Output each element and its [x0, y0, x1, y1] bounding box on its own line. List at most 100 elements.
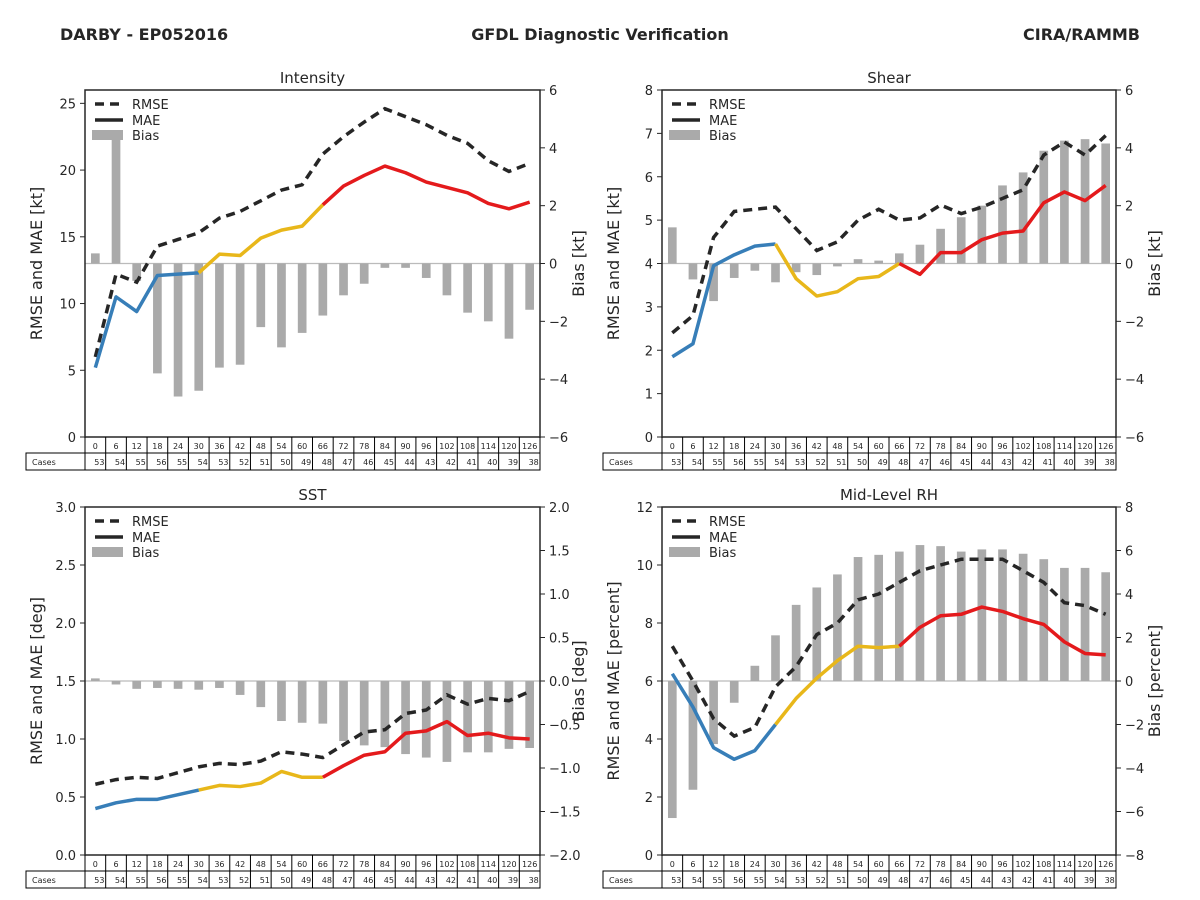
cases-count-cell: 50 — [280, 458, 290, 467]
bias-bar — [1101, 572, 1111, 681]
bias-bar — [153, 263, 162, 374]
y-tick-label: 2 — [645, 791, 653, 806]
forecast-hour-cell: 42 — [812, 442, 822, 451]
forecast-hour-cell: 6 — [113, 442, 118, 451]
y-tick-label: 20 — [59, 164, 76, 179]
forecast-hour-cell: 90 — [400, 442, 410, 451]
forecast-hour-cell: 78 — [359, 860, 369, 869]
cases-count-cell: 41 — [1043, 458, 1053, 467]
y2-tick-label: −2 — [1125, 719, 1144, 734]
forecast-hour-cell: 18 — [729, 442, 739, 451]
forecast-hour-cell: 54 — [853, 442, 863, 451]
forecast-hour-cell: 120 — [1077, 442, 1092, 451]
forecast-hour-cell: 0 — [93, 442, 98, 451]
forecast-hour-cell: 54 — [853, 860, 863, 869]
mae-line-late — [898, 605, 1106, 657]
forecast-hour-cell: 24 — [173, 860, 183, 869]
forecast-hour-cell: 66 — [894, 442, 904, 451]
forecast-hour-cell: 12 — [132, 860, 142, 869]
forecast-hour-cell: 84 — [380, 860, 390, 869]
forecast-hour-cell: 90 — [977, 860, 987, 869]
forecast-hour-cell: 114 — [481, 860, 496, 869]
bias-bar — [998, 549, 1007, 681]
forecast-hour-cell: 30 — [194, 442, 204, 451]
forecast-hour-cell: 60 — [874, 442, 884, 451]
cases-count-cell: 40 — [487, 458, 497, 467]
bias-bar — [750, 665, 760, 681]
y-tick-label: 0 — [68, 431, 76, 446]
legend-mae-label: MAE — [709, 531, 737, 546]
bias-bar — [874, 260, 884, 264]
cases-count-cell: 55 — [177, 458, 187, 467]
y-tick-label: 15 — [59, 231, 76, 246]
forecast-hour-cell: 66 — [318, 860, 328, 869]
bias-bar — [277, 681, 286, 722]
y-tick-label: 3 — [645, 301, 653, 316]
legend-bias-label: Bias — [709, 546, 736, 561]
mae-line-early — [670, 672, 777, 762]
bias-bar — [688, 263, 698, 280]
forecast-hour-cell: 96 — [997, 860, 1007, 869]
bias-bar — [173, 263, 183, 397]
forecast-hour-cell: 96 — [421, 442, 431, 451]
cases-count-cell: 56 — [156, 458, 166, 467]
y2-tick-label: −6 — [549, 431, 568, 446]
forecast-hour-cell: 78 — [935, 442, 945, 451]
y-tick-label: 5 — [645, 214, 653, 229]
mae-line-mid — [198, 769, 323, 792]
bias-bar — [421, 681, 431, 758]
forecast-hour-cell: 54 — [276, 442, 286, 451]
bias-bar — [359, 681, 369, 746]
forecast-hour-cell: 60 — [874, 860, 884, 869]
bias-bar — [256, 681, 266, 708]
cases-count-cell: 50 — [280, 876, 290, 885]
forecast-hour-cell: 114 — [481, 442, 496, 451]
y-tick-label: 10 — [636, 559, 653, 574]
y2-axis-label: Bias [kt] — [1145, 230, 1164, 297]
y-tick-label: 7 — [645, 127, 653, 142]
page-title: GFDL Diagnostic Verification — [471, 25, 729, 44]
cases-table: Cases 0 53 6 54 12 55 18 56 24 55 30 54 36 53 42 52 48 51 5… — [602, 855, 1117, 889]
cases-count-cell: 55 — [754, 876, 764, 885]
bias-bar — [277, 263, 286, 348]
forecast-hour-cell: 108 — [460, 860, 475, 869]
bias-bar — [956, 217, 966, 264]
bias-bar — [977, 549, 987, 681]
cases-count-cell: 51 — [260, 876, 270, 885]
bias-bar — [729, 263, 739, 278]
y2-tick-label: 4 — [549, 142, 557, 157]
forecast-hour-cell: 108 — [1036, 860, 1051, 869]
cases-count-cell: 54 — [692, 458, 702, 467]
bias-bar — [215, 263, 224, 368]
forecast-hour-cell: 72 — [915, 860, 925, 869]
cases-count-cell: 43 — [1001, 876, 1011, 885]
y2-tick-label: 6 — [1125, 84, 1133, 99]
cases-count-cell: 41 — [467, 458, 477, 467]
y-tick-label: 4 — [645, 733, 653, 748]
legend-bias-swatch — [669, 547, 700, 557]
forecast-hour-cell: 96 — [421, 860, 431, 869]
cases-count-cell: 56 — [733, 876, 743, 885]
chart-title: Mid-Level RH — [840, 486, 938, 504]
bias-bar — [318, 263, 328, 316]
cases-label: Cases — [609, 876, 633, 885]
bias-bar — [339, 263, 348, 296]
forecast-hour-cell: 120 — [1077, 860, 1092, 869]
bias-bar — [111, 134, 121, 264]
forecast-hour-cell: 42 — [812, 860, 822, 869]
cases-count-cell: 54 — [774, 876, 784, 885]
bias-bar — [215, 681, 224, 688]
cases-count-cell: 43 — [1001, 458, 1011, 467]
cases-count-cell: 46 — [363, 458, 373, 467]
legend-bias-label: Bias — [132, 546, 159, 561]
legend-rmse-label: RMSE — [709, 515, 746, 530]
y2-tick-label: −2 — [1125, 315, 1144, 330]
bias-bar — [667, 227, 677, 264]
forecast-hour-cell: 30 — [194, 860, 204, 869]
cases-count-cell: 48 — [322, 458, 332, 467]
bias-bar — [874, 554, 884, 681]
cases-count-cell: 53 — [671, 458, 681, 467]
cases-count-cell: 47 — [919, 458, 929, 467]
organization-label: CIRA/RAMMB — [1023, 25, 1140, 44]
